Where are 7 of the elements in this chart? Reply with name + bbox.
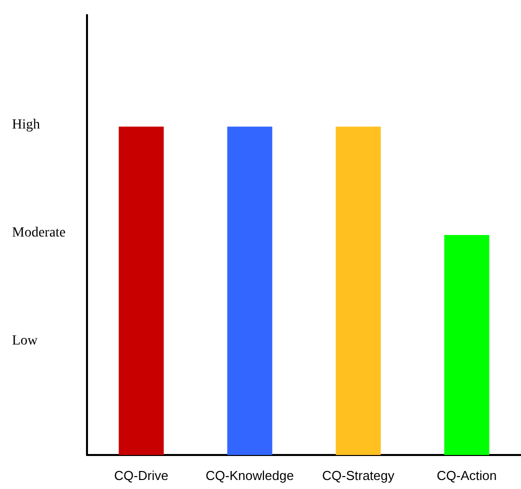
x-tick-label: CQ-Drive xyxy=(114,468,168,483)
text: Low xyxy=(12,334,39,348)
x-tick-label: CQ-Knowledge xyxy=(206,468,294,483)
x-tick-label: CQ-Strategy xyxy=(322,468,395,483)
text: Moderate xyxy=(12,226,66,240)
x-tick-label: CQ-Action xyxy=(436,468,497,483)
text: High xyxy=(12,118,40,132)
